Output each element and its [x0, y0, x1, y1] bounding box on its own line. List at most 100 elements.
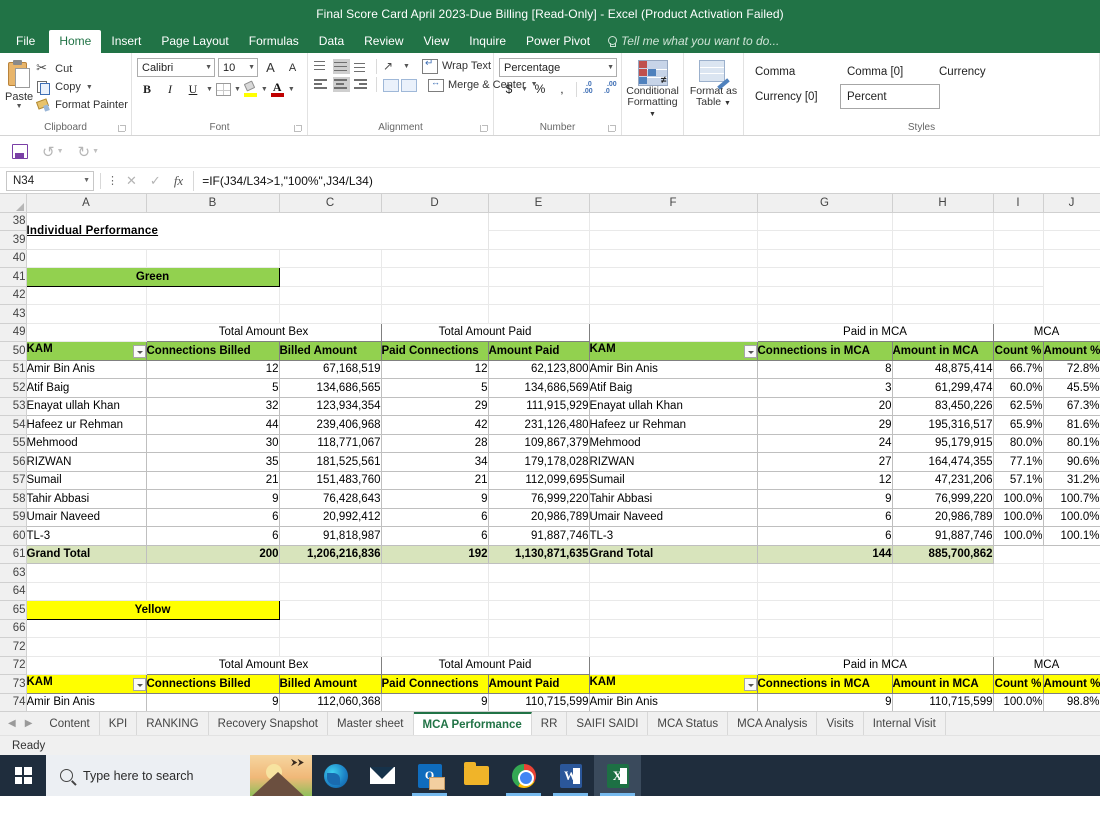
enter-formula-icon[interactable]: ✓ — [149, 172, 161, 188]
cell-kam[interactable]: Sumail — [25, 470, 147, 490]
chevron-down-icon[interactable]: ▼ — [287, 86, 295, 93]
table-row[interactable]: 59 Umair Naveed 6 20,992,412 6 20,986,78… — [0, 507, 1100, 527]
align-right-icon[interactable] — [353, 77, 370, 92]
cell-amount-paid[interactable]: 109,867,379 — [487, 433, 590, 453]
cell-billed-amount[interactable]: 118,771,067 — [278, 433, 382, 453]
cell-kam[interactable]: Amir Bin Anis — [25, 359, 147, 379]
chevron-down-icon[interactable]: ▼ — [206, 86, 213, 93]
table-row[interactable]: 53 Enayat ullah Khan 32 123,934,354 29 1… — [0, 396, 1100, 416]
cell-paid-conn[interactable]: 9 — [380, 489, 489, 509]
column-header-h[interactable]: H — [892, 194, 994, 213]
cell-amount-pct[interactable]: 98.8% — [1042, 692, 1100, 711]
cell-amount-mca[interactable]: 83,450,226 — [891, 396, 994, 416]
row-header-64[interactable]: 65 — [0, 600, 27, 620]
cell-amount-mca[interactable]: 195,316,517 — [891, 415, 994, 435]
cell-kam-2[interactable]: RIZWAN — [588, 452, 758, 472]
cell-kam-2[interactable]: Atif Baig — [588, 378, 758, 398]
cell-kam-2[interactable]: Enayat ullah Khan — [588, 396, 758, 416]
cell-kam-2[interactable]: Umair Naveed — [588, 507, 758, 527]
cell-amount-pct[interactable]: 80.1% — [1042, 433, 1100, 453]
font-color-icon[interactable]: A — [270, 80, 285, 97]
start-button[interactable] — [0, 755, 46, 796]
align-middle-icon[interactable] — [333, 58, 350, 74]
chevron-down-icon[interactable]: ▼ — [260, 86, 268, 93]
insert-function-icon[interactable]: fx — [173, 172, 184, 188]
formula-input[interactable]: =IF(J34/L34>1,"100%",J34/L34) — [193, 170, 1100, 191]
cell-conn-mca[interactable]: 9 — [756, 489, 893, 509]
cell-amount-pct[interactable]: 72.8% — [1042, 359, 1100, 379]
cell-conn-billed[interactable]: 6 — [145, 507, 280, 527]
align-center-icon[interactable] — [333, 77, 350, 92]
cell-amount-mca[interactable]: 48,875,414 — [891, 359, 994, 379]
cell-count-pct[interactable]: 65.9% — [992, 415, 1044, 435]
italic-button[interactable]: I — [168, 82, 172, 96]
cell-conn-billed[interactable]: 6 — [145, 526, 280, 546]
chevron-down-icon[interactable]: ▼ — [521, 85, 528, 93]
column-header-d[interactable]: D — [381, 194, 489, 213]
decrease-font-size-button[interactable]: A — [288, 61, 297, 74]
cell-billed-amount[interactable]: 239,406,968 — [278, 415, 382, 435]
column-header-f[interactable]: F — [589, 194, 758, 213]
cell-amount-paid[interactable]: 111,915,929 — [487, 396, 590, 416]
cell-amount-pct[interactable]: 45.5% — [1042, 378, 1100, 398]
row-header-57[interactable]: 57 — [0, 471, 27, 490]
dialog-launcher-icon[interactable] — [608, 125, 616, 133]
sheet-tab-kpi[interactable]: KPI — [99, 712, 138, 735]
cell-count-pct[interactable]: 60.0% — [992, 378, 1044, 398]
cell-style-comma-0[interactable]: Comma [0] — [840, 59, 932, 84]
decrease-indent-icon[interactable] — [383, 78, 399, 92]
row-header-62[interactable]: 63 — [0, 563, 27, 583]
increase-decimal-icon[interactable]: .0.00 — [582, 81, 593, 95]
sheet-tab-visits[interactable]: Visits — [817, 712, 864, 735]
sheet-tab-ranking[interactable]: RANKING — [137, 712, 209, 735]
ribbon-tab-power-pivot[interactable]: Power Pivot — [526, 34, 591, 48]
taskbar-app-file-explorer[interactable] — [453, 755, 500, 796]
cell-amount-pct[interactable]: 31.2% — [1042, 470, 1100, 490]
cell-conn-billed[interactable]: 12 — [145, 359, 280, 379]
row-header-58[interactable]: 58 — [0, 489, 27, 509]
align-left-icon[interactable] — [313, 77, 330, 92]
cell-conn-billed[interactable]: 32 — [145, 396, 280, 416]
currency-format-button[interactable]: $ — [505, 82, 513, 96]
comma-format-button[interactable]: , — [560, 82, 564, 96]
font-size-combo[interactable]: 10 ▼ — [218, 58, 258, 77]
row-header-51[interactable]: 51 — [0, 360, 27, 379]
sheet-tab-mca-analysis[interactable]: MCA Analysis — [728, 712, 818, 735]
column-header-c[interactable]: C — [279, 194, 382, 213]
cell-billed-amount[interactable]: 91,818,987 — [278, 526, 382, 546]
chevron-down-icon[interactable]: ▼ — [233, 86, 241, 93]
cell-amount-mca[interactable]: 91,887,746 — [891, 526, 994, 546]
cell-amount-mca[interactable]: 110,715,599 — [891, 692, 994, 711]
cut-button[interactable]: Cut — [33, 60, 131, 77]
cell-kam-2[interactable]: Amir Bin Anis — [588, 692, 758, 711]
row-header-56[interactable]: 56 — [0, 452, 27, 472]
taskbar-app-outlook[interactable]: O — [406, 755, 453, 796]
cell-amount-mca[interactable]: 95,179,915 — [891, 433, 994, 453]
spreadsheet-grid[interactable]: A B C D E F G H I J 38 Individual Perfor… — [0, 194, 1100, 711]
cell-kam[interactable]: Atif Baig — [25, 378, 147, 398]
table-row[interactable]: 58 Tahir Abbasi 9 76,428,643 9 76,999,22… — [0, 489, 1100, 509]
name-box[interactable]: N34 ▼ — [6, 170, 94, 191]
cell-amount-paid[interactable]: 20,986,789 — [487, 507, 590, 527]
dialog-launcher-icon[interactable] — [294, 125, 302, 133]
row-header-65[interactable]: 66 — [0, 619, 27, 638]
column-header-j[interactable]: J — [1043, 194, 1100, 213]
table-row[interactable]: 61 Grand Total 200 1,206,216,836 192 1,1… — [0, 544, 1100, 564]
filter-dropdown-icon[interactable] — [743, 345, 756, 359]
cell-kam[interactable]: Amir Bin Anis — [25, 692, 147, 711]
filter-dropdown-icon[interactable] — [132, 345, 145, 359]
cell-billed-amount[interactable]: 112,060,368 — [278, 692, 382, 711]
undo-button[interactable]: ↺ ▼ — [42, 143, 64, 161]
row-header-41[interactable]: 41 — [0, 267, 27, 287]
table-row[interactable]: 55 Mehmood 30 118,771,067 28 109,867,379… — [0, 433, 1100, 453]
cell-paid-conn[interactable]: 29 — [380, 396, 489, 416]
cell-amount-paid[interactable]: 76,999,220 — [487, 489, 590, 509]
cell-paid-conn[interactable]: 6 — [380, 526, 489, 546]
paste-button[interactable]: Paste ▼ — [5, 58, 33, 110]
sheet-tab-master-sheet[interactable]: Master sheet — [328, 712, 414, 735]
banner-yellow[interactable]: Yellow — [25, 600, 280, 620]
cell-paid-conn[interactable]: 42 — [380, 415, 489, 435]
cell-kam-2[interactable]: TL-3 — [588, 526, 758, 546]
chevron-down-icon[interactable]: ▼ — [85, 83, 93, 91]
ribbon-tab-file[interactable]: File — [16, 34, 36, 48]
